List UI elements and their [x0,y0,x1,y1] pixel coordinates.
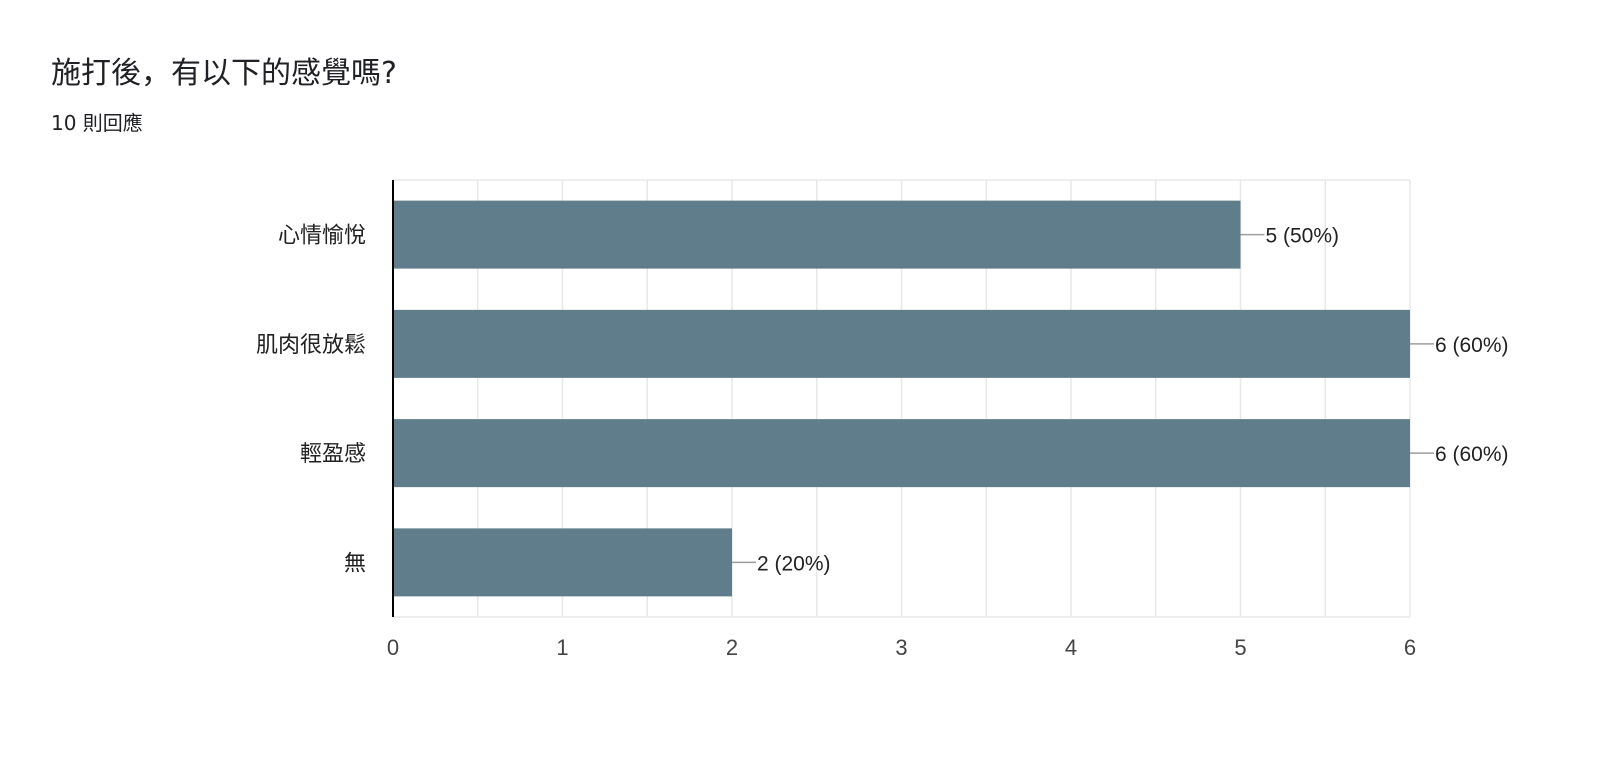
bar [393,528,732,597]
category-label: 無 [344,551,366,576]
bars [393,200,1410,597]
x-tick-label: 0 [387,635,399,660]
x-tick-label: 1 [556,635,568,660]
data-label: 6 (60%) [1435,443,1509,466]
x-tick-label: 3 [895,635,907,660]
x-tick-label: 5 [1234,635,1246,660]
response-count: 10 則回應 [51,111,143,135]
bar [393,200,1241,269]
category-label: 肌肉很放鬆 [256,333,366,358]
bar [393,419,1410,488]
category-label: 心情愉悅 [278,224,366,249]
bar [393,309,1410,378]
labels: 心情愉悅 5 (50%) 肌肉很放鬆 6 (60%) 輕盈感 6 (60%) 無 2 (20%… [256,224,1509,660]
data-label: 2 (20%) [757,552,831,575]
data-label-leaders [732,233,1434,564]
data-label: 5 (50%) [1266,225,1340,248]
data-label: 6 (60%) [1435,334,1509,357]
x-tick-label: 4 [1065,635,1077,660]
question-title: 施打後，有以下的感覺嗎? [51,56,397,91]
category-label: 輕盈感 [300,442,366,467]
x-tick-label: 6 [1404,635,1416,660]
x-tick-label: 2 [726,635,738,660]
